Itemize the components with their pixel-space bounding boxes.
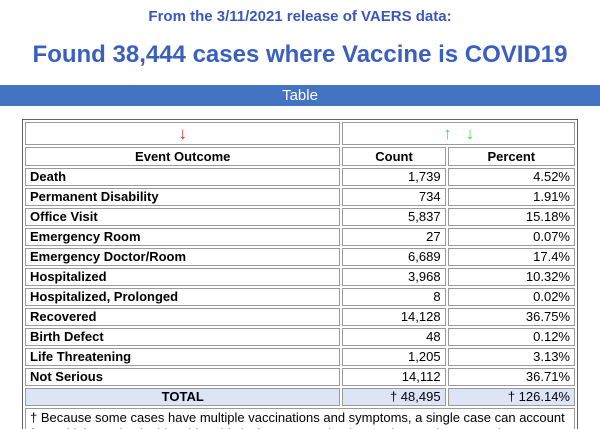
- count-cell: 1,739: [342, 168, 446, 186]
- table-row: Death 1,739 4.52%: [25, 168, 575, 186]
- count-cell: 48: [342, 328, 446, 346]
- sort-count-asc-icon[interactable]: ↑: [443, 123, 452, 143]
- count-cell: 1,205: [342, 348, 446, 366]
- percent-cell: 3.13%: [447, 348, 575, 366]
- count-cell: 14,112: [342, 368, 446, 386]
- page-title: Found 38,444 cases where Vaccine is COVI…: [32, 41, 568, 68]
- event-outcome-cell: Life Threatening: [25, 348, 341, 366]
- event-outcome-cell: Emergency Room: [25, 228, 341, 246]
- percent-cell: 0.02%: [447, 288, 575, 306]
- table-row: Emergency Room 27 0.07%: [25, 228, 575, 246]
- table-row: Permanent Disability 734 1.91%: [25, 188, 575, 206]
- total-count-cell: † 48,495: [342, 388, 446, 406]
- table-row: Recovered 14,128 36.75%: [25, 308, 575, 326]
- footnote-text: † Because some cases have multiple vacci…: [25, 408, 575, 429]
- count-cell: 6,689: [342, 248, 446, 266]
- percent-cell: 1.91%: [447, 188, 575, 206]
- column-header-event-outcome: Event Outcome: [25, 147, 341, 166]
- column-header-percent: Percent: [447, 147, 575, 166]
- event-outcome-cell: Office Visit: [25, 208, 341, 226]
- sort-controls-row: ↓ ↑ ↓: [25, 122, 575, 145]
- percent-cell: 15.18%: [447, 208, 575, 226]
- percent-cell: 36.71%: [447, 368, 575, 386]
- table-section-label: Table: [282, 87, 318, 104]
- outcome-sort-cell: ↓: [25, 122, 341, 145]
- column-header-count: Count: [342, 147, 446, 166]
- total-percent-cell: † 126.14%: [447, 388, 575, 406]
- table-row: Hospitalized, Prolonged 8 0.02%: [25, 288, 575, 306]
- count-cell: 734: [342, 188, 446, 206]
- percent-cell: 10.32%: [447, 268, 575, 286]
- sort-outcome-desc-icon[interactable]: ↓: [178, 123, 187, 143]
- total-row: TOTAL † 48,495 † 126.14%: [25, 388, 575, 406]
- table-row: Hospitalized 3,968 10.32%: [25, 268, 575, 286]
- table-row: Not Serious 14,112 36.71%: [25, 368, 575, 386]
- footnote-row: † Because some cases have multiple vacci…: [25, 408, 575, 429]
- count-cell: 8: [342, 288, 446, 306]
- table-row: Birth Defect 48 0.12%: [25, 328, 575, 346]
- sort-count-desc-icon[interactable]: ↓: [465, 123, 475, 143]
- percent-cell: 36.75%: [447, 308, 575, 326]
- event-outcome-cell: Hospitalized, Prolonged: [25, 288, 341, 306]
- count-cell: 14,128: [342, 308, 446, 326]
- event-outcome-cell: Birth Defect: [25, 328, 341, 346]
- table-row: Life Threatening 1,205 3.13%: [25, 348, 575, 366]
- event-outcome-cell: Hospitalized: [25, 268, 341, 286]
- results-table-container: ↓ ↑ ↓ Event Outcome Count Percent Death 1…: [22, 119, 578, 429]
- count-cell: 5,837: [342, 208, 446, 226]
- table-row: Emergency Doctor/Room 6,689 17.4%: [25, 248, 575, 266]
- count-cell: 27: [342, 228, 446, 246]
- release-subtitle: From the 3/11/2021 release of VAERS data…: [148, 8, 452, 25]
- percent-cell: 17.4%: [447, 248, 575, 266]
- counts-sort-cell: ↑ ↓: [342, 122, 575, 145]
- event-outcome-cell: Not Serious: [25, 368, 341, 386]
- percent-cell: 4.52%: [447, 168, 575, 186]
- percent-cell: 0.07%: [447, 228, 575, 246]
- event-outcome-cell: Death: [25, 168, 341, 186]
- event-outcome-cell: Permanent Disability: [25, 188, 341, 206]
- percent-cell: 0.12%: [447, 328, 575, 346]
- results-table: ↓ ↑ ↓ Event Outcome Count Percent Death 1…: [22, 119, 578, 429]
- event-outcome-cell: Emergency Doctor/Room: [25, 248, 341, 266]
- column-header-row: Event Outcome Count Percent: [25, 147, 575, 166]
- total-label-cell: TOTAL: [25, 388, 341, 406]
- table-section-bar: Table: [0, 85, 600, 106]
- count-cell: 3,968: [342, 268, 446, 286]
- event-outcome-cell: Recovered: [25, 308, 341, 326]
- table-row: Office Visit 5,837 15.18%: [25, 208, 575, 226]
